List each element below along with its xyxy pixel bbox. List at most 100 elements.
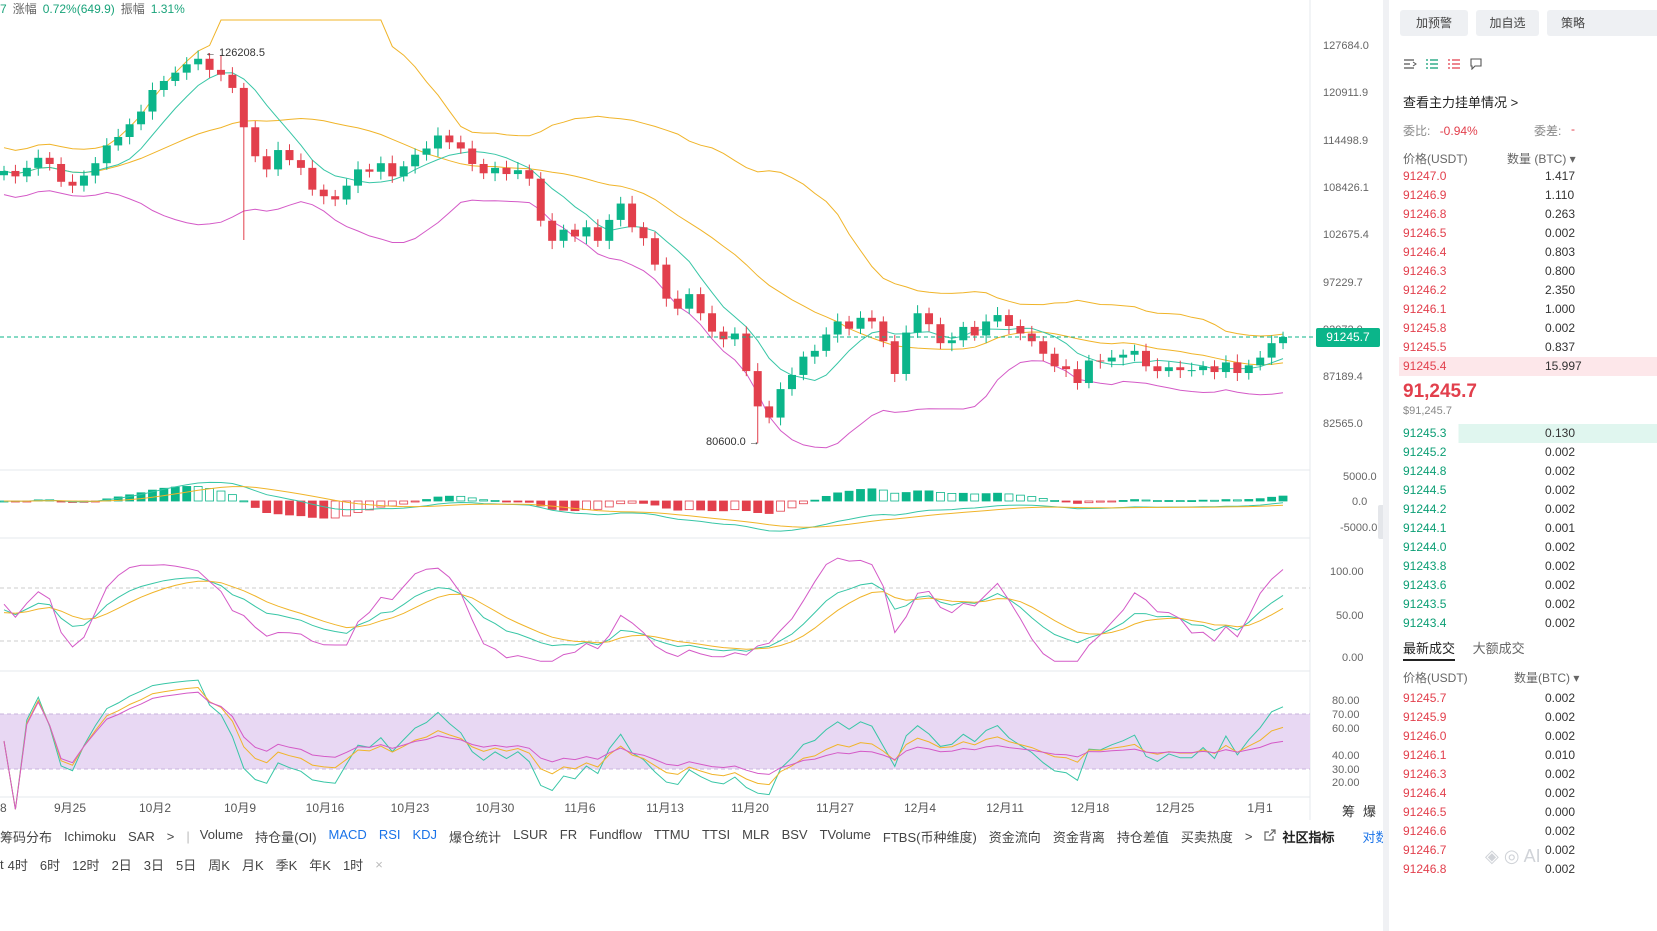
interval-item[interactable]: 周K (208, 857, 230, 873)
orderbook-row[interactable]: 91245.8 0.002 (1399, 319, 1657, 338)
indicator-item[interactable]: TVolume (819, 826, 871, 842)
orderbook-row[interactable]: 91246.5 0.002 (1399, 224, 1657, 243)
orderbook-row[interactable]: 91245.5 0.837 (1399, 338, 1657, 357)
interval-item[interactable]: 1时 (342, 857, 364, 873)
indicator-item[interactable]: BSV (781, 826, 808, 842)
orderbook-row[interactable]: 91246.2 2.350 (1399, 281, 1657, 300)
orderbook-row[interactable]: 91246.1 1.000 (1399, 300, 1657, 319)
macd-bar (1221, 499, 1231, 502)
interval-item[interactable]: 12时 (72, 857, 100, 873)
trade-row[interactable]: 91246.4 0.002 (1399, 784, 1657, 803)
interval-item[interactable]: 月K (241, 857, 264, 873)
more-sub-indicators[interactable]: > (1244, 828, 1253, 844)
candle-body (34, 157, 43, 168)
date-axis-label: 1月1 (1247, 801, 1273, 815)
indicator-item[interactable]: 资金流向 (988, 829, 1041, 845)
indicator-item[interactable]: MACD (328, 826, 367, 842)
indicator-item[interactable]: TTSI (701, 826, 731, 842)
orderbook-row[interactable]: 91246.9 1.110 (1399, 186, 1657, 205)
orderbook-row[interactable]: 91246.4 0.803 (1399, 243, 1657, 262)
tab-latest-trades[interactable]: 最新成交 (1403, 641, 1456, 661)
log-scale-toggle[interactable]: 对数 (1362, 829, 1389, 845)
orderbook-row[interactable]: 91244.1 0.001 (1399, 519, 1657, 538)
trade-row[interactable]: 91246.3 0.002 (1399, 765, 1657, 784)
tab-large-trades[interactable]: 大额成交 (1472, 641, 1525, 656)
trade-row[interactable]: 91246.0 0.002 (1399, 727, 1657, 746)
asks-view-icon[interactable] (1447, 57, 1461, 75)
orderbook-row[interactable]: 91246.8 0.263 (1399, 205, 1657, 224)
orderbook-row[interactable]: 91243.5 0.002 (1399, 595, 1657, 614)
add-alert-button[interactable]: 加预警 (1400, 10, 1468, 36)
orderbook-row[interactable]: 91245.2 0.002 (1399, 443, 1657, 462)
orderbook-row[interactable]: 91244.2 0.002 (1399, 500, 1657, 519)
view-depth-link[interactable]: 查看主力挂单情况 > (1403, 95, 1519, 110)
orderbook-row[interactable]: 91244.0 0.002 (1399, 538, 1657, 557)
indicator-item[interactable]: 资金背离 (1052, 829, 1105, 845)
interval-item[interactable]: 5日 (176, 857, 197, 873)
macd-bar (273, 500, 283, 515)
trade-row[interactable]: 91245.7 0.002 (1399, 689, 1657, 708)
external-link-icon[interactable] (1264, 828, 1277, 844)
orderbook-qty-header[interactable]: 数量 (BTC) ▾ (1507, 152, 1576, 166)
community-indicators-button[interactable]: 社区指标 (1282, 829, 1335, 845)
candle-body (1153, 366, 1162, 372)
add-watchlist-button[interactable]: 加自选 (1476, 10, 1539, 36)
indicator-item[interactable]: TTMU (653, 826, 690, 842)
panel-collapse-handle[interactable] (1378, 505, 1386, 539)
orderbook-row[interactable]: 91243.6 0.002 (1399, 576, 1657, 595)
candle-body (593, 227, 602, 241)
both-sides-view-icon[interactable] (1403, 57, 1417, 75)
candle-body (1130, 350, 1139, 355)
indicator-sar[interactable]: SAR (128, 828, 155, 844)
trade-row[interactable]: 91245.9 0.002 (1399, 708, 1657, 727)
trade-row[interactable]: 91246.7 0.002 (1399, 841, 1657, 860)
orderbook-row[interactable]: 91247.0 1.417 (1399, 167, 1657, 186)
kline-chart[interactable]: 127684.0 120911.9 114498.9 108426.1 102675.4… (0, 0, 1383, 870)
row-price: 91246.8 (1403, 862, 1447, 876)
trades-qty-header[interactable]: 数量(BTC) ▾ (1514, 671, 1580, 685)
candle-body (1119, 354, 1128, 358)
interval-item[interactable]: 6时 (39, 857, 61, 873)
orderbook-row[interactable]: 91245.3 0.130 (1399, 424, 1657, 443)
trade-row[interactable]: 91246.8 0.002 (1399, 860, 1657, 879)
orderbook-row[interactable]: 91244.8 0.002 (1399, 462, 1657, 481)
indicator-item[interactable]: 买卖热度 (1180, 829, 1233, 845)
macd-bar (730, 500, 740, 511)
indicator-item[interactable]: 持仓量(OI) (255, 829, 317, 845)
indicator-chips[interactable]: 筹码分布 (0, 829, 53, 845)
interval-item[interactable]: 季K (275, 857, 298, 873)
interval-item[interactable]: 年K (309, 857, 331, 873)
indicator-item[interactable]: 爆仓统计 (449, 829, 502, 845)
liquidation-corner-button[interactable]: 爆 (1363, 804, 1377, 819)
strategy-button[interactable]: 策略 (1547, 10, 1657, 36)
trade-row[interactable]: 91246.6 0.002 (1399, 822, 1657, 841)
indicator-item[interactable]: KDJ (412, 826, 438, 842)
bids-view-icon[interactable] (1425, 57, 1439, 75)
close-icon[interactable]: × (375, 856, 383, 872)
indicator-ichimoku[interactable]: Ichimoku (64, 828, 117, 844)
orderbook-row[interactable]: 91243.8 0.002 (1399, 557, 1657, 576)
indicator-item[interactable]: LSUR (513, 826, 548, 842)
trade-row[interactable]: 91246.5 0.000 (1399, 803, 1657, 822)
interval-item[interactable]: 3日 (143, 857, 165, 873)
interval-item[interactable]: 4时 (7, 857, 28, 873)
chips-corner-button[interactable]: 筹 (1342, 804, 1356, 819)
trade-row[interactable]: 91246.1 0.010 (1399, 746, 1657, 765)
interval-item[interactable]: 2日 (111, 857, 132, 873)
orderbook-row[interactable]: 91246.3 0.800 (1399, 262, 1657, 281)
macd-bar (513, 500, 523, 503)
indicator-item[interactable]: Fundflow (589, 826, 642, 842)
indicator-item[interactable]: Volume (199, 826, 244, 842)
indicator-item[interactable]: FTBS(币种维度) (882, 829, 977, 845)
orderbook-row[interactable]: 91243.4 0.002 (1399, 614, 1657, 633)
candle-body (502, 167, 511, 175)
orderbook-row[interactable]: 91245.4 15.997 (1399, 357, 1657, 376)
indicator-item[interactable]: MLR (742, 826, 770, 842)
indicator-item[interactable]: FR (559, 826, 578, 842)
kline-chart-area[interactable]: 127684.0 120911.9 114498.9 108426.1 102675.4… (0, 0, 1450, 873)
more-main-indicators[interactable]: > (166, 828, 175, 844)
precision-icon[interactable] (1469, 57, 1483, 75)
indicator-item[interactable]: RSI (378, 826, 401, 842)
orderbook-row[interactable]: 91244.5 0.002 (1399, 481, 1657, 500)
indicator-item[interactable]: 持仓差值 (1116, 829, 1169, 845)
